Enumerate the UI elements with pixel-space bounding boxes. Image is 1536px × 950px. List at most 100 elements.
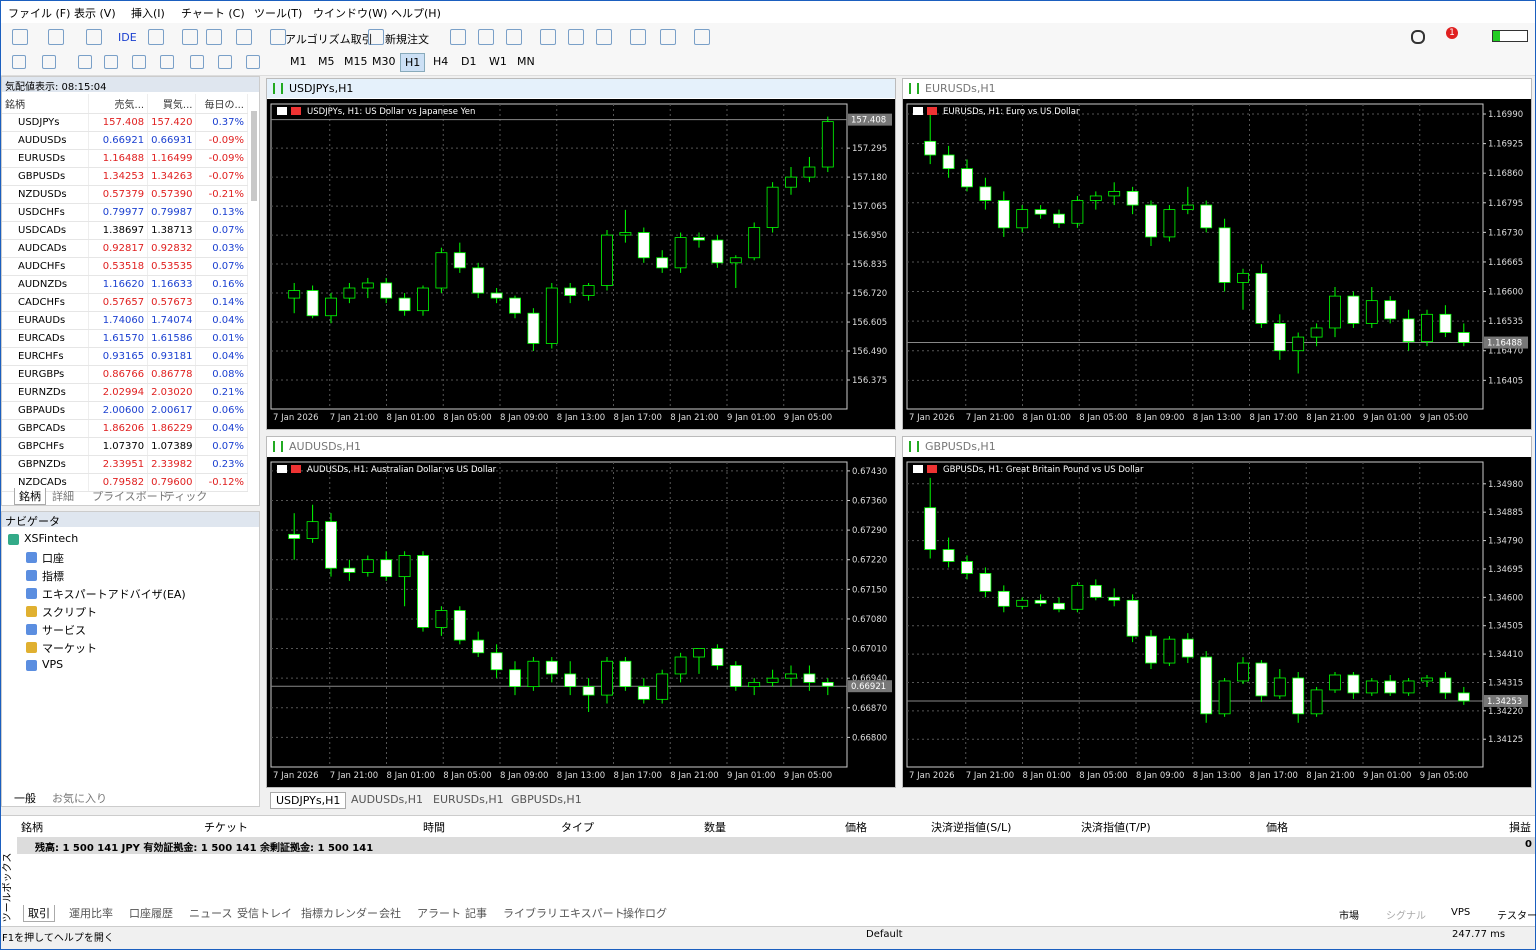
- new-order-button[interactable]: 新規注文: [385, 33, 429, 46]
- menu-item[interactable]: チャート (C): [181, 7, 245, 20]
- quote-row[interactable]: AUDCHFs 0.53518 0.53535 0.07%: [2, 257, 248, 276]
- tool-icon[interactable]: [42, 55, 56, 69]
- quote-row[interactable]: GBPNZDs 2.33951 2.33982 0.23%: [2, 455, 248, 474]
- notification-badge[interactable]: 1: [1446, 27, 1458, 39]
- ide-button[interactable]: IDE: [118, 31, 137, 44]
- tool-icon[interactable]: [190, 55, 204, 69]
- quote-row[interactable]: AUDCADs 0.92817 0.92832 0.03%: [2, 239, 248, 258]
- tool-icon[interactable]: [450, 29, 466, 45]
- quote-row[interactable]: EURCADs 1.61570 1.61586 0.01%: [2, 329, 248, 348]
- toolbox-tab[interactable]: 操作ログ: [623, 907, 667, 920]
- toolbox-tab[interactable]: ライブラリ: [503, 907, 558, 920]
- window-controls[interactable]: [807, 81, 887, 95]
- tool-icon[interactable]: [246, 55, 260, 69]
- toolbox-tab[interactable]: 会社: [379, 907, 401, 920]
- quote-row[interactable]: EURUSDs 1.16488 1.16499 -0.09%: [2, 149, 248, 168]
- menu-item[interactable]: ファイル (F): [8, 7, 71, 20]
- tool-icon[interactable]: [506, 29, 522, 45]
- timeframe-button[interactable]: H4: [433, 55, 449, 68]
- menu-item[interactable]: 表示 (V): [74, 7, 116, 20]
- timeframe-button[interactable]: M1: [290, 55, 307, 68]
- toolbox-tab[interactable]: 記事: [465, 907, 487, 920]
- column-header[interactable]: 時間: [423, 821, 445, 834]
- column-header[interactable]: チケット: [204, 821, 248, 834]
- tool-icon[interactable]: [104, 55, 118, 69]
- quote-row[interactable]: AUDUSDs 0.66921 0.66931 -0.09%: [2, 131, 248, 150]
- column-header[interactable]: 価格: [845, 821, 867, 834]
- timeframe-button[interactable]: D1: [461, 55, 477, 68]
- toolbox-tab[interactable]: 口座履歴: [129, 907, 173, 920]
- panel-tab[interactable]: プライスボード: [92, 490, 169, 503]
- column-header[interactable]: 数量: [704, 821, 726, 834]
- tool-icon[interactable]: [218, 55, 232, 69]
- toolbox-tab[interactable]: 取引: [23, 905, 55, 922]
- service-button[interactable]: VPS: [1451, 907, 1471, 918]
- quote-row[interactable]: EURAUDs 1.74060 1.74074 0.04%: [2, 311, 248, 330]
- nav-item[interactable]: サービス: [42, 624, 86, 637]
- column-header[interactable]: 毎日の...: [195, 94, 248, 114]
- quote-row[interactable]: GBPCADs 1.86206 1.86229 0.04%: [2, 419, 248, 438]
- tool-icon[interactable]: [236, 29, 252, 45]
- chart-tab[interactable]: USDJPYs,H1: [270, 792, 347, 809]
- toolbox-tab[interactable]: 受信トレイ: [237, 907, 292, 920]
- panel-tab[interactable]: お気に入り: [52, 792, 107, 805]
- menu-item[interactable]: ツール(T): [254, 7, 303, 20]
- quote-row[interactable]: NZDUSDs 0.57379 0.57390 -0.21%: [2, 185, 248, 204]
- column-header[interactable]: 損益: [1509, 821, 1531, 834]
- service-button[interactable]: テスター: [1497, 911, 1536, 922]
- nav-item[interactable]: マーケット: [42, 642, 97, 655]
- quote-row[interactable]: NZDCADs 0.79582 0.79600 -0.12%: [2, 473, 248, 492]
- column-header[interactable]: 銘柄: [21, 821, 43, 834]
- window-controls[interactable]: [1443, 439, 1523, 453]
- tool-icon[interactable]: [630, 29, 646, 45]
- nav-item[interactable]: スクリプト: [42, 606, 97, 619]
- toolbox-tab[interactable]: ニュース: [189, 907, 233, 920]
- chart-tab[interactable]: GBPUSDs,H1: [511, 793, 582, 806]
- menu-item[interactable]: ウインドウ(W): [313, 7, 388, 20]
- window-controls[interactable]: [807, 439, 887, 453]
- timeframe-button[interactable]: M30: [372, 55, 396, 68]
- menu-item[interactable]: ヘルプ(H): [391, 7, 441, 20]
- tool-icon[interactable]: [568, 29, 584, 45]
- panel-tab[interactable]: 一般: [14, 792, 36, 805]
- quote-row[interactable]: EURGBPs 0.86766 0.86778 0.08%: [2, 365, 248, 384]
- quote-row[interactable]: GBPUSDs 1.34253 1.34263 -0.07%: [2, 167, 248, 186]
- nav-item[interactable]: エキスパートアドバイザ(EA): [42, 588, 186, 601]
- tool-icon[interactable]: [160, 55, 174, 69]
- column-header[interactable]: タイプ: [561, 821, 594, 834]
- quote-row[interactable]: GBPCHFs 1.07370 1.07389 0.07%: [2, 437, 248, 456]
- chart-tab[interactable]: AUDUSDs,H1: [351, 793, 424, 806]
- panel-tab[interactable]: 銘柄: [14, 488, 46, 505]
- chart[interactable]: 0.66800 0.66870 0.66940 0.67010 0.67080 0.671…: [267, 457, 895, 787]
- service-button[interactable]: 市場: [1339, 911, 1359, 922]
- tool-icon[interactable]: [12, 29, 28, 45]
- tool-icon[interactable]: [596, 29, 612, 45]
- column-header[interactable]: 売気...: [88, 94, 149, 114]
- tool-icon[interactable]: [182, 29, 198, 45]
- timeframe-button[interactable]: M15: [344, 55, 368, 68]
- nav-item[interactable]: XSFintech: [24, 532, 79, 545]
- quote-row[interactable]: EURNZDs 2.02994 2.03020 0.21%: [2, 383, 248, 402]
- tool-icon[interactable]: [368, 29, 384, 45]
- toolbox-tab[interactable]: 運用比率: [69, 907, 113, 920]
- timeframe-button[interactable]: H1: [400, 53, 426, 72]
- quote-row[interactable]: USDCHFs 0.79977 0.79987 0.13%: [2, 203, 248, 222]
- tool-icon[interactable]: [86, 29, 102, 45]
- tool-icon[interactable]: [660, 29, 676, 45]
- chart-tab[interactable]: EURUSDs,H1: [433, 793, 504, 806]
- timeframe-button[interactable]: M5: [318, 55, 335, 68]
- quote-row[interactable]: EURCHFs 0.93165 0.93181 0.04%: [2, 347, 248, 366]
- tool-icon[interactable]: [270, 29, 286, 45]
- column-header[interactable]: 決済指値(T/P): [1081, 821, 1151, 834]
- quote-row[interactable]: USDCADs 1.38697 1.38713 0.07%: [2, 221, 248, 240]
- algo-button[interactable]: アルゴリズム取引: [285, 33, 373, 46]
- nav-item[interactable]: 指標: [42, 570, 64, 583]
- tool-icon[interactable]: [694, 29, 710, 45]
- chart[interactable]: 1.34125 1.34220 1.34315 1.34410 1.34505 1.346…: [903, 457, 1531, 787]
- timeframe-button[interactable]: MN: [517, 55, 535, 68]
- service-button[interactable]: シグナル: [1386, 911, 1426, 922]
- nav-item[interactable]: VPS: [42, 658, 64, 671]
- tool-icon[interactable]: [478, 29, 494, 45]
- tool-icon[interactable]: [148, 29, 164, 45]
- quote-row[interactable]: CADCHFs 0.57657 0.57673 0.14%: [2, 293, 248, 312]
